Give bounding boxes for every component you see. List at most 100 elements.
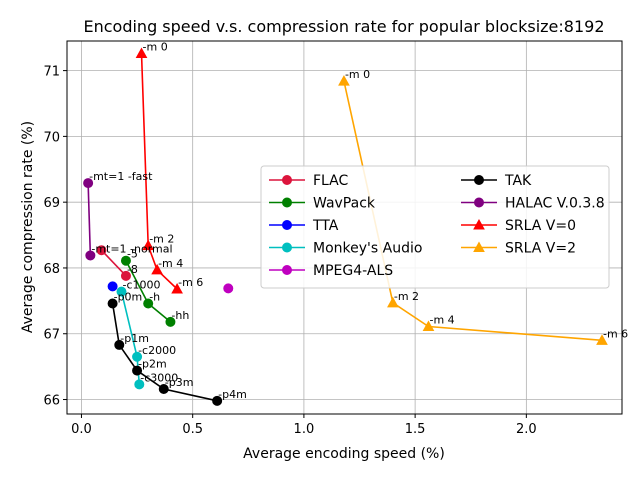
legend-frame xyxy=(260,165,610,289)
data-point xyxy=(116,286,127,297)
point-annotation: -m 0 xyxy=(143,40,168,53)
series-1 xyxy=(120,255,176,327)
legend: FLAC WavPack TTA Monkey's Audio MPEG4-ALS TAK… xyxy=(260,165,610,289)
point-annotation: -m 6 xyxy=(603,327,628,340)
point-annotation: -c1000 xyxy=(122,279,160,292)
point-annotation: -mt=1 -normal xyxy=(91,242,172,255)
point-annotation: -hh xyxy=(171,309,189,322)
series-5 xyxy=(107,298,223,406)
point-annotation: -h xyxy=(149,290,160,303)
legend-marker xyxy=(282,197,292,208)
data-point xyxy=(135,47,148,58)
data-point xyxy=(107,298,118,309)
point-annotation: -m 4 xyxy=(429,314,454,327)
legend-label: HALAC V.0.3.8 xyxy=(505,196,605,212)
point-annotation: -c3000 xyxy=(140,371,178,384)
point-annotation: -p4m xyxy=(218,388,247,401)
y-tick-label: 67 xyxy=(43,328,60,343)
y-tick-label: 71 xyxy=(43,65,60,80)
data-point xyxy=(338,75,350,86)
data-point xyxy=(132,365,143,376)
legend-marker xyxy=(473,241,485,252)
series-7 xyxy=(135,47,183,294)
data-point xyxy=(85,250,96,261)
data-point xyxy=(171,282,183,294)
x-tick-label: 1.5 xyxy=(405,422,426,437)
axes-frame xyxy=(66,40,623,415)
data-point xyxy=(158,384,169,395)
point-annotation: -m 0 xyxy=(345,68,370,81)
legend-item: SRLA V=2 xyxy=(461,241,576,257)
series-4 xyxy=(223,283,234,294)
legend-marker xyxy=(282,220,292,230)
data-point xyxy=(422,320,435,332)
series-line xyxy=(100,249,127,277)
legend-item: TAK xyxy=(461,173,532,189)
data-point xyxy=(223,283,234,294)
legend-marker xyxy=(474,175,484,185)
data-point xyxy=(120,270,131,281)
legend-marker xyxy=(282,265,292,275)
point-annotation: -m 4 xyxy=(158,257,183,270)
point-annotation: -p1m xyxy=(120,332,149,345)
data-point xyxy=(151,263,163,275)
legend-item: MPEG4-ALS xyxy=(269,263,393,279)
data-point xyxy=(143,298,154,309)
point-annotation: -p0m xyxy=(114,290,143,303)
data-point xyxy=(134,379,145,390)
series-line xyxy=(140,53,178,290)
point-annotation: -5 xyxy=(127,248,138,261)
point-annotation: -m 2 xyxy=(149,233,174,246)
legend-item: TTA xyxy=(269,218,339,234)
legend-marker xyxy=(474,197,484,208)
legend-marker xyxy=(282,242,292,253)
ticks: 0.0 0.5 1.0 1.5 2.0 66 67 68 69 70 71 xyxy=(43,65,536,437)
point-annotation: -p3m xyxy=(165,376,194,389)
legend-label: TAK xyxy=(504,173,532,189)
x-tick-label: 2.0 xyxy=(516,422,537,437)
data-point xyxy=(142,239,155,251)
series-line xyxy=(87,183,92,256)
data-point xyxy=(114,339,125,350)
legend-label: MPEG4-ALS xyxy=(313,263,393,279)
series-2 xyxy=(107,281,118,292)
data-point xyxy=(83,178,94,189)
data-point xyxy=(132,351,143,362)
x-tick-label: 0.5 xyxy=(182,422,203,437)
legend-marker xyxy=(473,218,485,230)
point-annotation: -c2000 xyxy=(138,344,176,357)
legend-label: WavPack xyxy=(313,196,376,212)
point-annotation: -mt=1 -fast xyxy=(89,170,153,183)
data-point xyxy=(387,296,399,308)
y-axis-label: Average compression rate (%) xyxy=(20,121,36,333)
data-point xyxy=(596,334,608,345)
legend-label: FLAC xyxy=(313,173,349,189)
y-tick-label: 69 xyxy=(43,196,60,211)
x-tick-label: 1.0 xyxy=(294,422,315,437)
point-annotation: -m 2 xyxy=(394,290,419,303)
y-tick-label: 66 xyxy=(43,394,60,409)
y-tick-label: 68 xyxy=(43,262,60,277)
series-6 xyxy=(83,178,96,261)
legend-item: SRLA V=0 xyxy=(461,218,576,234)
data-point xyxy=(165,316,176,327)
point-annotation: -8 xyxy=(127,263,138,276)
x-axis-label: Average encoding speed (%) xyxy=(243,446,445,462)
x-tick-label: 0.0 xyxy=(71,422,92,437)
legend-marker xyxy=(282,175,292,185)
series-3 xyxy=(116,286,145,390)
series-layer xyxy=(83,47,608,406)
y-tick-label: 70 xyxy=(43,130,60,145)
data-point xyxy=(107,281,118,292)
point-annotation: -p2m xyxy=(138,358,167,371)
legend-label: SRLA V=2 xyxy=(505,241,576,257)
legend-item: FLAC xyxy=(269,173,349,189)
data-point xyxy=(212,395,223,406)
legend-label: SRLA V=0 xyxy=(505,218,576,234)
chart-title: Encoding speed v.s. compression rate for… xyxy=(83,17,604,36)
series-0 xyxy=(96,245,131,281)
legend-item: WavPack xyxy=(269,196,376,212)
data-point xyxy=(120,255,131,266)
legend-label: TTA xyxy=(312,218,339,234)
